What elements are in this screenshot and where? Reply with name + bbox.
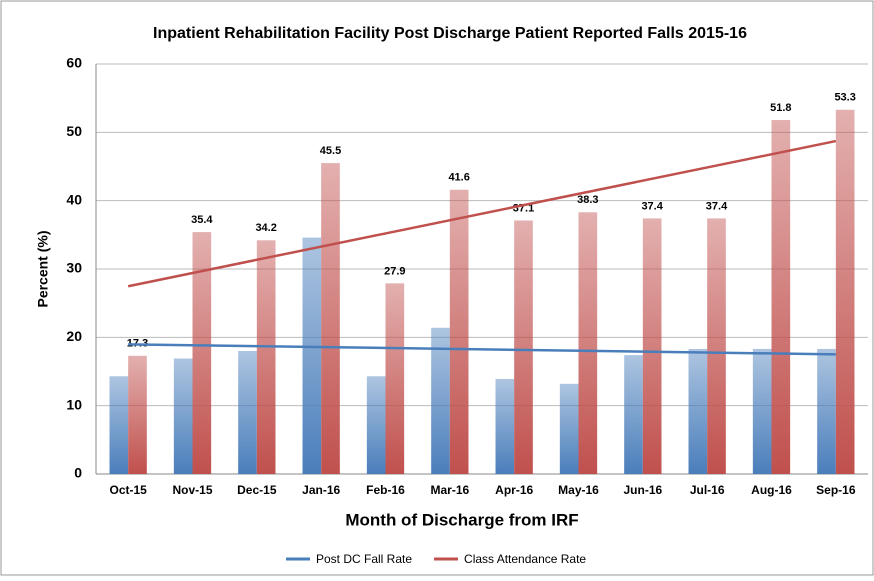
bar bbox=[431, 327, 450, 474]
value-label: 35.4 bbox=[191, 214, 213, 226]
bar bbox=[514, 220, 533, 474]
y-tick-label: 0 bbox=[74, 465, 82, 481]
value-label: 51.8 bbox=[770, 102, 791, 114]
bar bbox=[366, 376, 386, 474]
x-tick-label: Dec-15 bbox=[237, 483, 277, 497]
x-tick-label: Feb-16 bbox=[366, 483, 405, 497]
chart-title: Inpatient Rehabilitation Facility Post D… bbox=[153, 25, 747, 42]
value-label: 34.2 bbox=[255, 222, 276, 234]
bar bbox=[449, 189, 469, 474]
value-label: 27.9 bbox=[384, 265, 405, 277]
bar bbox=[688, 348, 708, 474]
y-tick-label: 10 bbox=[66, 396, 82, 412]
bar bbox=[256, 240, 276, 474]
value-label: 41.6 bbox=[448, 172, 469, 184]
bar bbox=[707, 218, 726, 474]
x-tick-label: Sep-16 bbox=[816, 483, 856, 497]
bar bbox=[642, 218, 662, 474]
bar bbox=[109, 376, 129, 474]
legend-label: Post DC Fall Rate bbox=[316, 552, 412, 566]
bar bbox=[128, 355, 147, 474]
x-tick-label: May-16 bbox=[558, 483, 599, 497]
x-axis-label: Month of Discharge from IRF bbox=[345, 510, 578, 529]
y-axis-label: Percent (%) bbox=[35, 230, 51, 307]
x-tick-label: Jul-16 bbox=[690, 483, 725, 497]
x-tick-label: Aug-16 bbox=[751, 483, 792, 497]
bar bbox=[302, 237, 322, 474]
value-label: 53.3 bbox=[834, 92, 855, 104]
x-tick-label: Jan-16 bbox=[302, 483, 340, 497]
bar bbox=[771, 120, 791, 475]
bar bbox=[238, 351, 257, 474]
bar bbox=[624, 355, 643, 474]
y-tick-label: 40 bbox=[66, 191, 82, 207]
bar bbox=[173, 358, 193, 474]
bar bbox=[495, 379, 515, 474]
x-tick-label: Oct-15 bbox=[109, 483, 147, 497]
bar bbox=[321, 163, 340, 475]
y-tick-label: 30 bbox=[66, 260, 82, 276]
trendline bbox=[127, 139, 837, 288]
value-label: 38.3 bbox=[577, 194, 598, 206]
y-tick-label: 60 bbox=[66, 55, 82, 71]
bar bbox=[385, 283, 405, 474]
x-tick-label: Nov-15 bbox=[172, 483, 212, 497]
bar bbox=[192, 232, 212, 474]
bar bbox=[835, 109, 855, 475]
x-tick-label: Mar-16 bbox=[430, 483, 469, 497]
value-label: 37.4 bbox=[641, 200, 663, 212]
value-label: 37.4 bbox=[706, 200, 728, 212]
x-tick-label: Jun-16 bbox=[623, 483, 662, 497]
bar bbox=[817, 348, 836, 474]
legend-label: Class Attendance Rate bbox=[464, 552, 586, 566]
x-tick-label: Apr-16 bbox=[495, 483, 533, 497]
trendline bbox=[128, 343, 836, 356]
y-tick-label: 50 bbox=[66, 123, 82, 139]
y-tick-label: 20 bbox=[66, 328, 82, 344]
value-label: 45.5 bbox=[320, 145, 341, 157]
bar bbox=[578, 212, 598, 475]
bar bbox=[752, 348, 772, 474]
bar bbox=[559, 383, 579, 474]
